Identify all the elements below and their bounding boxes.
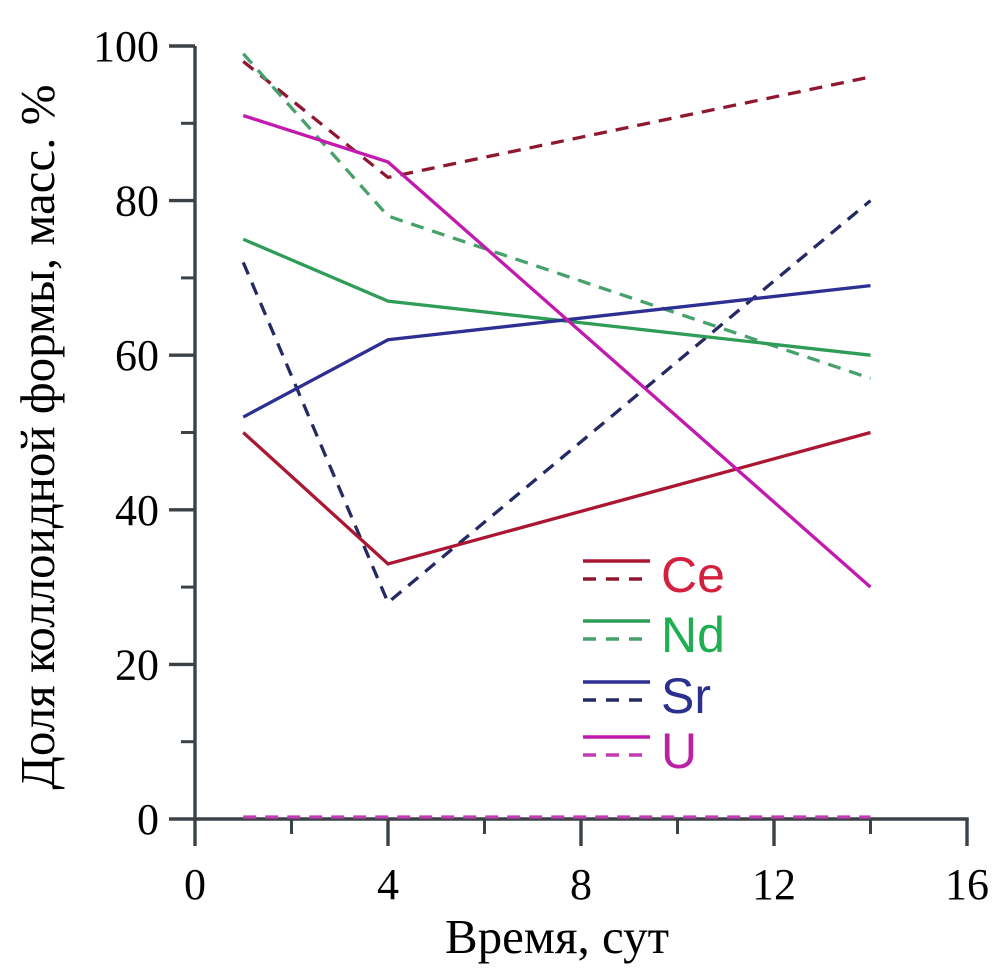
y-axis-label: Доля коллоидной формы, масс. % <box>10 84 65 789</box>
x-tick-label: 16 <box>945 860 989 909</box>
y-tick-label: 100 <box>93 22 159 71</box>
series-line-sr-solid <box>242 283 871 419</box>
series-line-nd-solid <box>242 237 871 357</box>
axes: 0 20 40 60 80 100 0 4 8 12 16 <box>93 22 989 909</box>
legend-label-nd: Nd <box>661 607 725 663</box>
series-line-ce-dashed <box>242 60 871 180</box>
legend-label-u: U <box>661 723 697 779</box>
y-tick-label: 40 <box>115 486 159 535</box>
y-tick-label: 0 <box>137 795 159 844</box>
legend-label-sr: Sr <box>661 668 711 724</box>
legend-label-ce: Ce <box>661 547 725 603</box>
series-lines <box>241 52 872 819</box>
x-tick-label: 8 <box>570 860 592 909</box>
series-line-nd-dashed <box>242 52 872 380</box>
x-tick-label: 4 <box>377 860 399 909</box>
series-line-u-solid <box>242 113 872 589</box>
series-line-sr-dashed <box>241 199 872 606</box>
x-axis-label: Время, сут <box>445 909 669 964</box>
y-tick-label: 80 <box>115 177 159 226</box>
x-tick-label: 12 <box>752 860 796 909</box>
series-line-ce-solid <box>242 430 871 566</box>
y-tick-label: 60 <box>115 331 159 380</box>
y-tick-label: 20 <box>115 640 159 689</box>
x-tick-label: 0 <box>184 860 206 909</box>
